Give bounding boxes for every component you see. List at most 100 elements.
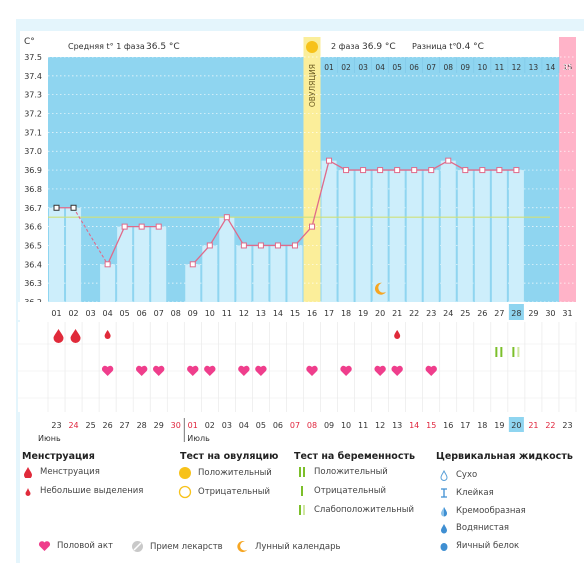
temperature-line-segment bbox=[192, 245, 211, 265]
cycle-day-label: 12 bbox=[239, 309, 249, 318]
y-tick-label: 36.7 bbox=[24, 204, 42, 213]
y-tick-label: 37.0 bbox=[24, 147, 42, 156]
test-bar-icon bbox=[495, 347, 498, 357]
y-tick-label: 36.5 bbox=[24, 241, 42, 250]
calendar-day-label: 08 bbox=[307, 421, 317, 430]
legend-moon-label: Лунный календарь bbox=[255, 541, 341, 552]
cycle-day-label: 31 bbox=[562, 309, 572, 318]
calendar-day-label: 04 bbox=[239, 421, 249, 430]
y-tick-label: 37.5 bbox=[24, 53, 42, 62]
cycle-day-label: 28 bbox=[511, 309, 521, 318]
legend-spotting-item: Небольшие выделения bbox=[22, 485, 143, 497]
temperature-point bbox=[155, 223, 162, 230]
legend-cervical-sticky: Клейкая bbox=[438, 487, 494, 499]
legend-medication-label: Прием лекарств bbox=[150, 541, 223, 552]
calendar-highlight-cell bbox=[508, 417, 524, 432]
phase2-header-bg bbox=[320, 37, 559, 57]
test-bar-weak-icon bbox=[517, 347, 520, 357]
cycle-day-label: 03 bbox=[85, 309, 95, 318]
legend-ovtest-title: Тест на овуляцию bbox=[180, 451, 279, 462]
cycle-day-label: 19 bbox=[358, 309, 368, 318]
phase2-day-number: 14 bbox=[546, 63, 556, 72]
legend-menstruation-title: Менструация bbox=[22, 451, 95, 462]
y-tick-label: 36.9 bbox=[24, 166, 42, 175]
calendar-day-label: 30 bbox=[171, 421, 181, 430]
phase2-day-number: 11 bbox=[495, 63, 505, 72]
phase1-header-bg bbox=[48, 37, 304, 57]
legend-pregtest-positive: Положительный bbox=[296, 466, 388, 478]
legend-cervical-dry-label: Сухо bbox=[456, 470, 478, 480]
cycle-day-label: 09 bbox=[188, 309, 198, 318]
cycle-day-label: 14 bbox=[273, 309, 283, 318]
watery-drop-icon bbox=[441, 524, 447, 534]
cycle-day-label: 16 bbox=[307, 309, 317, 318]
temperature-bar bbox=[253, 245, 269, 302]
heart-icon bbox=[38, 541, 51, 551]
calendar-day-label: 21 bbox=[528, 421, 538, 430]
cycle-day-label: 29 bbox=[528, 309, 538, 318]
day-row-bg bbox=[18, 302, 576, 320]
legend-pregtest-negative: Отрицательный bbox=[296, 485, 386, 497]
cycle-day-label: 17 bbox=[324, 309, 334, 318]
diff-label: Разница t° bbox=[412, 42, 456, 51]
temperature-bar bbox=[270, 245, 286, 302]
temperature-bar bbox=[66, 207, 82, 302]
legend-intercourse: Половой акт bbox=[38, 540, 113, 552]
menstruation-drop-icon bbox=[53, 329, 64, 343]
calendar-day-label: 07 bbox=[290, 421, 300, 430]
calendar-day-label: 12 bbox=[375, 421, 385, 430]
legend-ovtest-negative-label: Отрицательный bbox=[198, 487, 270, 497]
calendar-day-label: 05 bbox=[256, 421, 266, 430]
legend-cervical-title: Цервикальная жидкость bbox=[436, 451, 573, 462]
y-tick-label: 37.1 bbox=[24, 128, 42, 137]
legend-cervical-watery: Водянистая bbox=[438, 522, 509, 534]
temperature-point bbox=[257, 242, 264, 249]
cycle-day-label: 23 bbox=[426, 309, 436, 318]
calendar-day-label: 15 bbox=[426, 421, 436, 430]
sticky-icon bbox=[441, 488, 447, 498]
temperature-point bbox=[411, 167, 418, 174]
y-tick-label: 36.8 bbox=[24, 185, 42, 194]
legend-pregtest-positive-label: Положительный bbox=[314, 467, 388, 477]
calendar-day-label: 10 bbox=[341, 421, 351, 430]
calendar-day-label: 20 bbox=[511, 421, 521, 430]
test-bar-icon bbox=[500, 347, 503, 357]
cycle-day-label: 01 bbox=[51, 309, 61, 318]
heart-icon bbox=[391, 365, 403, 376]
phase2-day-number: 03 bbox=[358, 63, 368, 72]
temperature-point bbox=[377, 167, 384, 174]
temperature-bar bbox=[202, 245, 218, 302]
events-area-bg bbox=[18, 322, 576, 412]
cycle-day-label: 15 bbox=[290, 309, 300, 318]
heart-icon bbox=[238, 365, 250, 376]
temperature-bar bbox=[338, 170, 354, 302]
calendar-day-label: 23 bbox=[51, 421, 61, 430]
legend-cervical-eggwhite: Яичный белок bbox=[438, 540, 519, 552]
y-unit-label: C° bbox=[24, 37, 35, 47]
legend-ovtest-positive: Положительный bbox=[178, 466, 272, 480]
temperature-point bbox=[53, 204, 60, 211]
legend-medication: Прием лекарств bbox=[131, 540, 223, 553]
temperature-bar bbox=[49, 207, 65, 302]
legend-pregtest-title: Тест на беременность bbox=[294, 451, 415, 462]
temperature-point bbox=[479, 167, 486, 174]
legend-cervical-watery-label: Водянистая bbox=[456, 523, 510, 533]
temperature-point bbox=[343, 167, 350, 174]
cycle-day-label: 11 bbox=[222, 309, 232, 318]
double-bar-icon bbox=[299, 467, 305, 477]
calendar-day-label: 23 bbox=[562, 421, 572, 430]
month-label-june: Июнь bbox=[38, 434, 61, 443]
calendar-day-label: 13 bbox=[392, 421, 402, 430]
temperature-point bbox=[274, 242, 281, 249]
calendar-day-label: 18 bbox=[477, 421, 487, 430]
calendar-day-label: 02 bbox=[205, 421, 215, 430]
temperature-bar bbox=[389, 170, 405, 302]
diff-value: 0.4 °C bbox=[456, 42, 484, 52]
temperature-bar bbox=[151, 226, 167, 302]
temperature-point bbox=[291, 242, 298, 249]
weak-double-bar-icon bbox=[299, 505, 305, 515]
phase2-day-number: 04 bbox=[375, 63, 385, 72]
empty-circle-icon bbox=[178, 485, 192, 499]
last-day-column bbox=[558, 37, 576, 302]
